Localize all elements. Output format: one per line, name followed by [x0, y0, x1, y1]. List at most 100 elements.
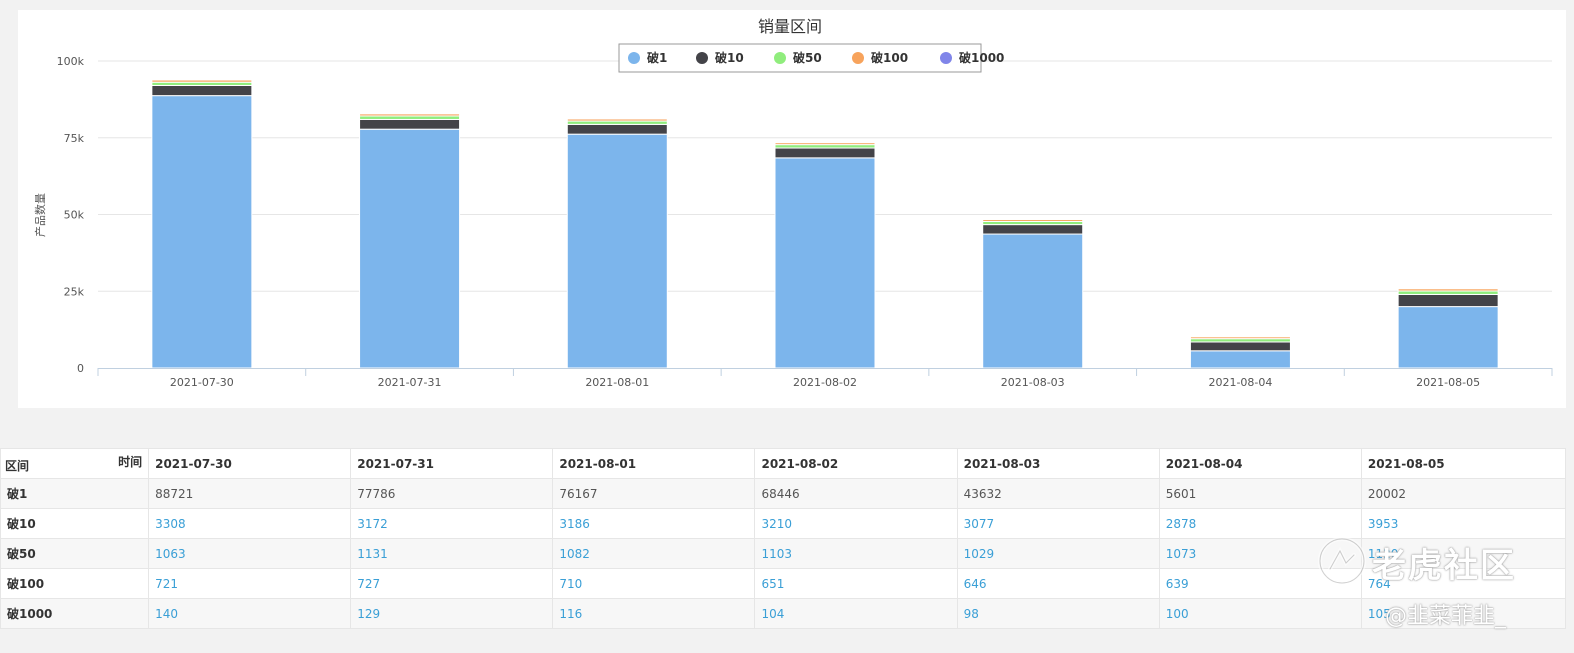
- bar-segment[interactable]: [359, 128, 461, 369]
- table-cell-link[interactable]: 104: [754, 598, 958, 629]
- table-cell-link[interactable]: 3186: [552, 508, 756, 539]
- table-cell: 43632: [956, 478, 1160, 509]
- row-label: 破10: [0, 508, 150, 539]
- table-cell-link[interactable]: 1131: [350, 538, 554, 569]
- bar-segment[interactable]: [359, 118, 461, 130]
- table-cell-link[interactable]: 646: [956, 568, 1160, 599]
- table-cell-link[interactable]: 710: [552, 568, 756, 599]
- legend-marker: [696, 52, 708, 64]
- y-tick-label: 25k: [64, 285, 85, 298]
- bar-segment[interactable]: [774, 144, 876, 149]
- table-cell-link[interactable]: 2878: [1158, 508, 1362, 539]
- table-cell-link[interactable]: 721: [148, 568, 352, 599]
- legend-item[interactable]: 破1: [628, 50, 667, 65]
- table-date-header: 2021-07-31: [350, 448, 554, 479]
- table-cell-link[interactable]: 3308: [148, 508, 352, 539]
- table-cell-link[interactable]: 129: [350, 598, 554, 629]
- chart-panel: 2021-07-30 2021-07-31 2021-08-01 2021-08-02…: [18, 10, 1566, 408]
- table-cell-link[interactable]: 1082: [552, 538, 756, 569]
- legend-label: 破50: [793, 50, 822, 65]
- table-cell: 88721: [148, 478, 352, 509]
- row-label: 破50: [0, 538, 150, 569]
- y-tick-label: 75k: [64, 132, 85, 145]
- table-cell-link[interactable]: 116: [552, 598, 756, 629]
- table-cell-link[interactable]: 3953: [1360, 508, 1567, 539]
- y-tick-label: 50k: [64, 209, 85, 222]
- table-cell: 77786: [350, 478, 554, 509]
- legend-label: 破100: [871, 50, 908, 65]
- table-date-header: 2021-08-04: [1158, 448, 1362, 479]
- legend-item[interactable]: 破10: [696, 50, 744, 65]
- bar-segment[interactable]: [982, 233, 1084, 369]
- y-tick-label: 100k: [57, 55, 85, 68]
- bottom-strip: [0, 645, 1574, 653]
- table-cell-link[interactable]: 3172: [350, 508, 554, 539]
- chart-title: 销量区间: [758, 17, 822, 36]
- table-cell-link[interactable]: 651: [754, 568, 958, 599]
- legend[interactable]: 破1 破10 破50 破100 破1000: [618, 43, 1004, 73]
- legend-box: [618, 43, 982, 73]
- bar-segment[interactable]: [359, 115, 461, 120]
- bar-segment[interactable]: [151, 95, 253, 369]
- x-tick-label: 2021-07-30: [170, 376, 234, 389]
- table-cell-link[interactable]: 1063: [148, 538, 352, 569]
- table-cell-link[interactable]: 3077: [956, 508, 1160, 539]
- table-date-header: 2021-07-30: [148, 448, 352, 479]
- table-date-header: 2021-08-01: [552, 448, 756, 479]
- bar-segment[interactable]: [1189, 341, 1291, 352]
- legend-marker: [940, 52, 952, 64]
- corner-range-label: 区间: [5, 459, 30, 473]
- table-cell-link[interactable]: 764: [1360, 568, 1567, 599]
- stacked-bar-chart: 2021-07-30 2021-07-31 2021-08-01 2021-08-02…: [33, 17, 1553, 389]
- table-date-header: 2021-08-02: [754, 448, 958, 479]
- legend-item[interactable]: 破1000: [940, 50, 1004, 65]
- table-cell: 5601: [1158, 478, 1362, 509]
- bar-segment[interactable]: [566, 123, 668, 135]
- row-label: 破1000: [0, 598, 150, 629]
- table-row: 破1000 140 129 116 104 98 100 105: [0, 598, 1567, 629]
- bar-segment[interactable]: [1397, 290, 1499, 295]
- table-cell-link[interactable]: 3210: [754, 508, 958, 539]
- table-row: 破10 3308 3172 3186 3210 3077 2878 3953: [0, 508, 1567, 539]
- x-tick-label: 2021-08-02: [793, 376, 857, 389]
- x-tick-label: 2021-08-03: [1001, 376, 1065, 389]
- bar-segment[interactable]: [151, 84, 253, 97]
- bar-segment[interactable]: [566, 133, 668, 369]
- row-label: 破100: [0, 568, 150, 599]
- bars-layer: [151, 79, 1499, 369]
- bar-segment[interactable]: [1189, 350, 1291, 369]
- table-cell: 20002: [1360, 478, 1567, 509]
- legend-label: 破1000: [959, 50, 1004, 65]
- legend-item[interactable]: 破100: [852, 50, 908, 65]
- x-tick-label: 2021-08-05: [1416, 376, 1480, 389]
- watermark-site-name: 老虎社区: [1372, 546, 1516, 586]
- x-axis: 2021-07-30 2021-07-31 2021-08-01 2021-08-02…: [97, 368, 1553, 389]
- row-label: 破1: [0, 478, 150, 509]
- table-cell: 68446: [754, 478, 958, 509]
- table-cell-link[interactable]: 100: [1158, 598, 1362, 629]
- legend-marker: [852, 52, 864, 64]
- table-row: 破1 88721 77786 76167 68446 43632 5601 20…: [0, 478, 1567, 509]
- table-cell-link[interactable]: 98: [956, 598, 1160, 629]
- table-date-header: 2021-08-03: [956, 448, 1160, 479]
- bar-segment[interactable]: [1397, 306, 1499, 369]
- table-header-row: 时间 区间 2021-07-30 2021-07-31 2021-08-01 2…: [0, 448, 1567, 479]
- y-axis-ticks: 0 25k 50k 75k 100k: [57, 55, 85, 375]
- table-cell-link[interactable]: 727: [350, 568, 554, 599]
- legend-marker: [774, 52, 786, 64]
- bar-segment[interactable]: [1397, 293, 1499, 308]
- table-cell-link[interactable]: 140: [148, 598, 352, 629]
- legend-label: 破1: [647, 50, 667, 65]
- table-cell-link[interactable]: 1120: [1360, 538, 1567, 569]
- table-cell: 76167: [552, 478, 756, 509]
- table-cell-link[interactable]: 1103: [754, 538, 958, 569]
- table-cell-link[interactable]: 105: [1360, 598, 1567, 629]
- legend-item[interactable]: 破50: [774, 50, 822, 65]
- bar-segment[interactable]: [774, 147, 876, 159]
- bar-segment[interactable]: [982, 224, 1084, 235]
- bar-segment[interactable]: [774, 157, 876, 369]
- table-cell-link[interactable]: 639: [1158, 568, 1362, 599]
- table-corner-cell: 时间 区间: [0, 448, 150, 479]
- x-tick-label: 2021-08-01: [585, 376, 649, 389]
- table-cell-link[interactable]: 1029: [956, 538, 1160, 569]
